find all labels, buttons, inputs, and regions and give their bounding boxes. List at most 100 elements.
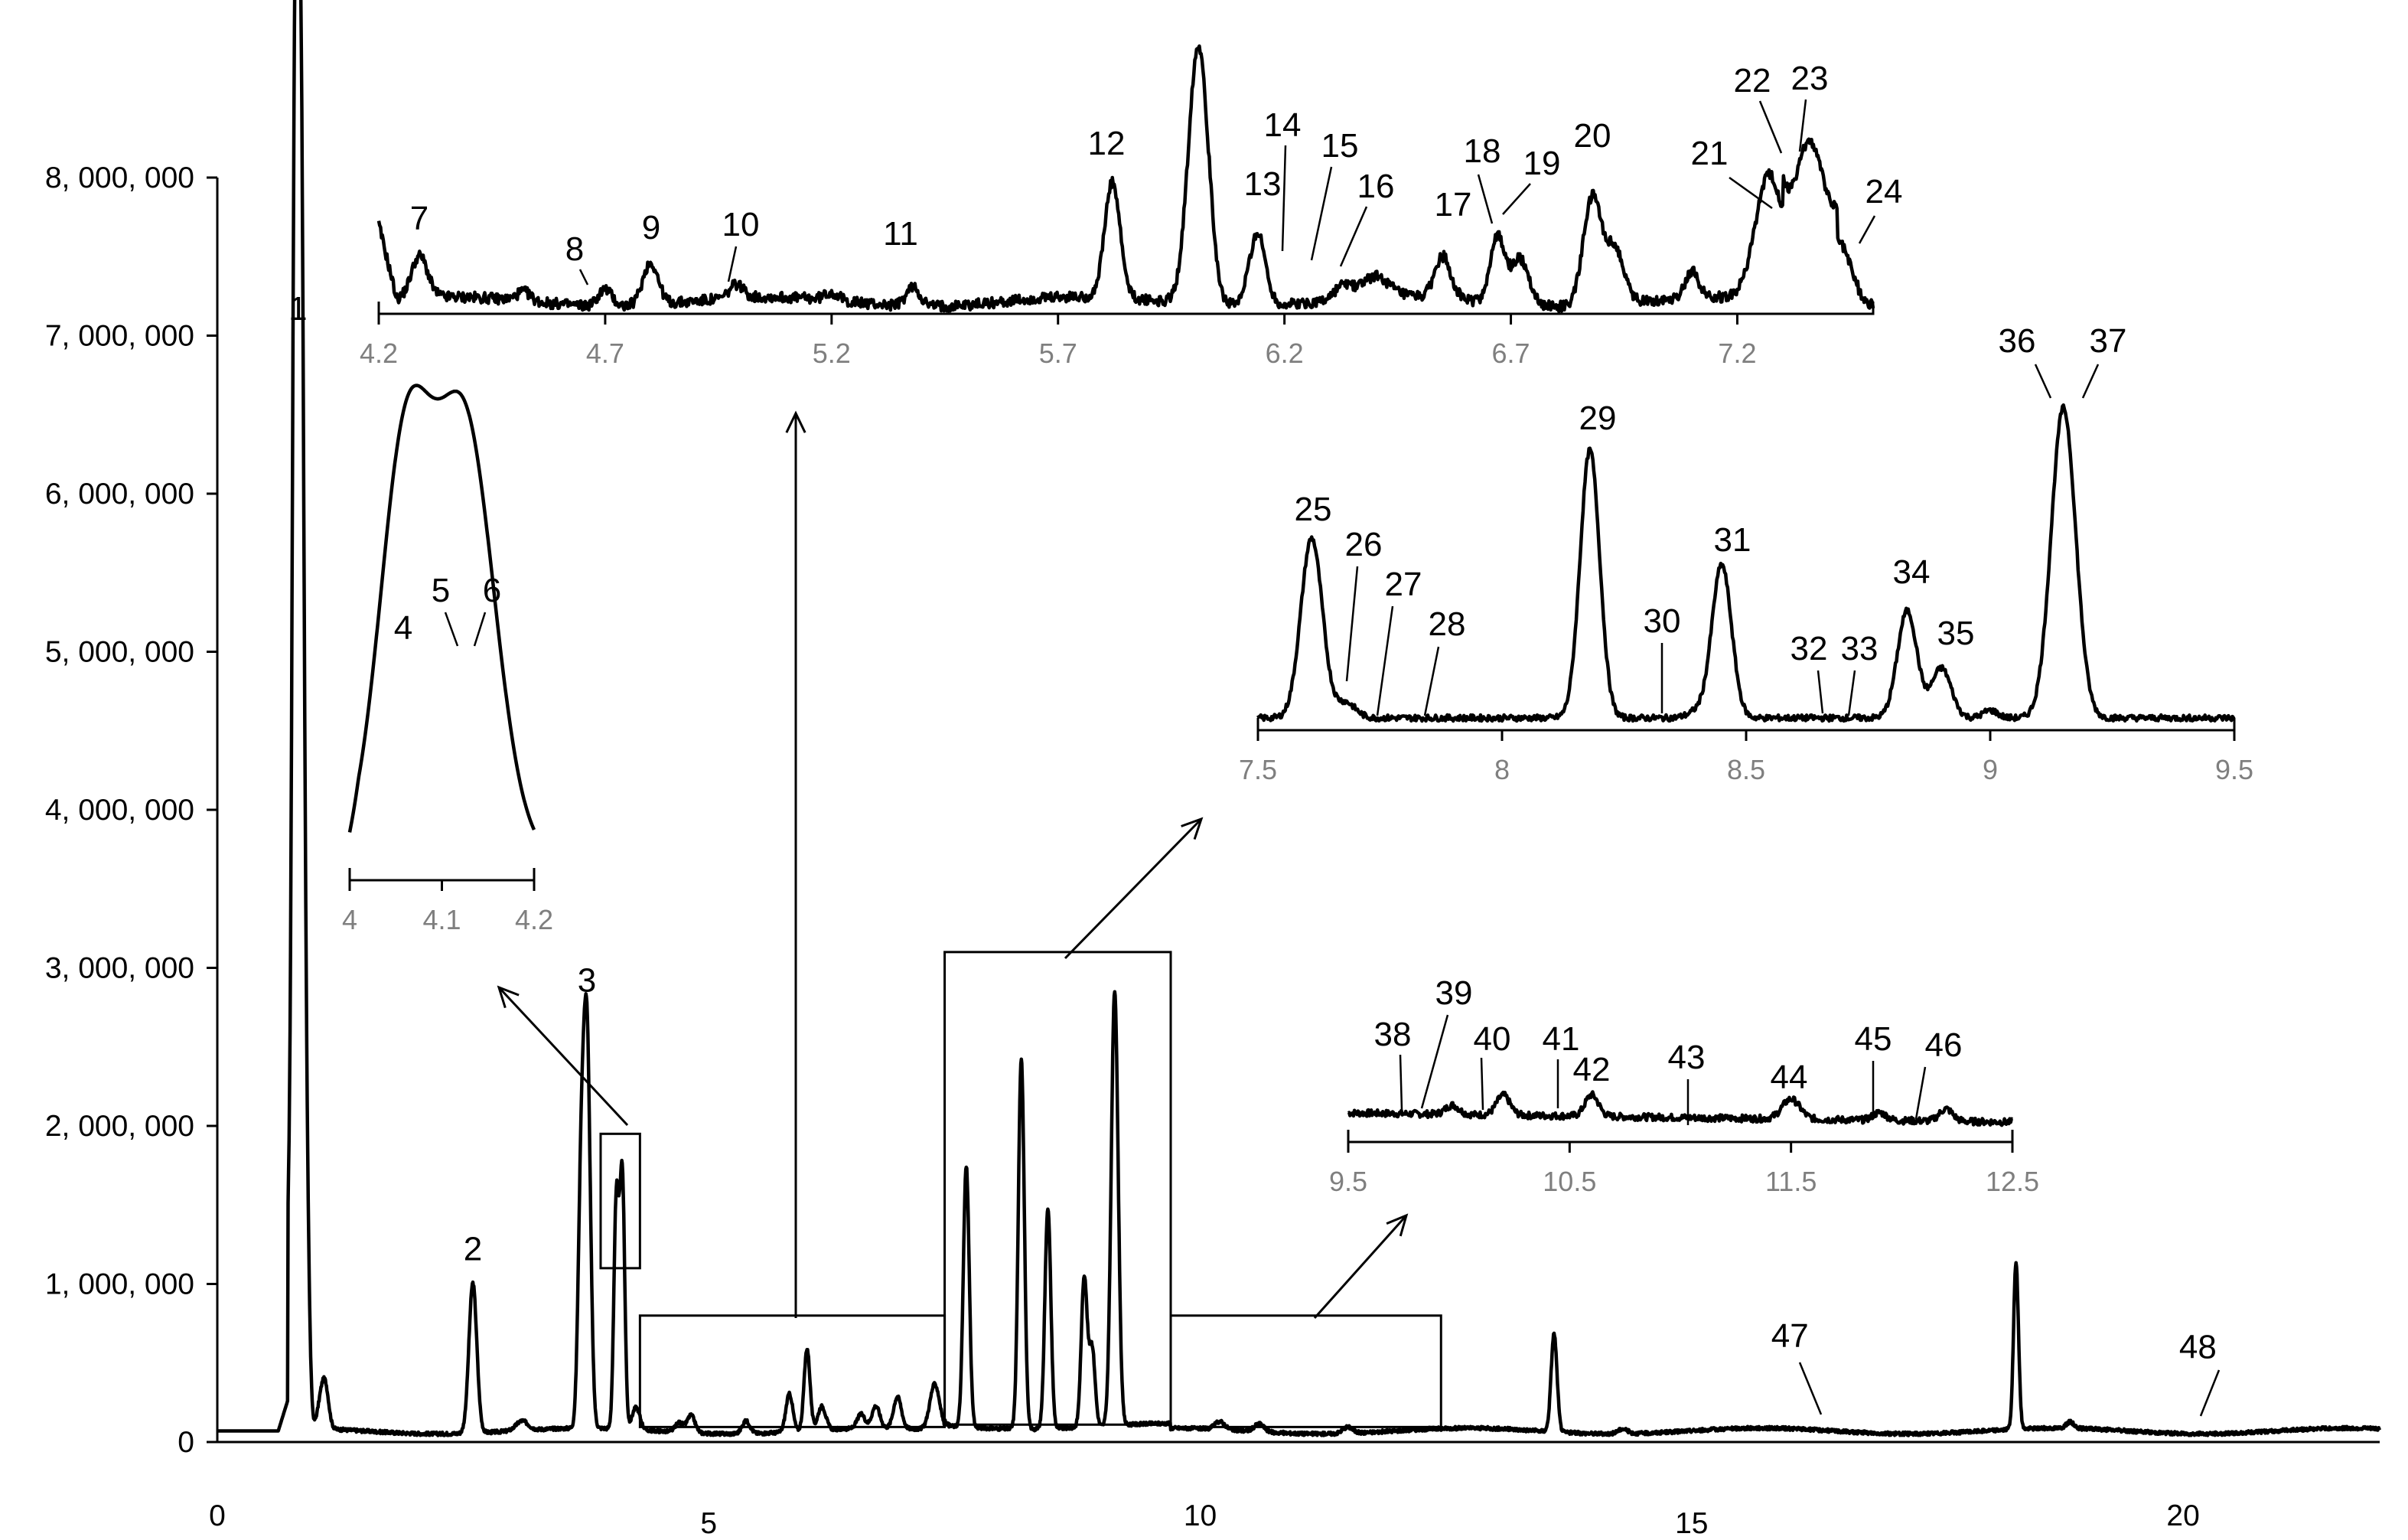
peak-leader [1339,206,1368,267]
inset-4.2-7.5-ticks: 4.2 4.7 5.2 5.7 6.2 6.7 7.2 [360,314,1756,369]
peak-5-leader [444,612,459,647]
peak-leader [1758,100,1783,154]
y-tick-label: 7, 000, 000 [45,320,194,353]
zoom-box [1169,1314,1442,1428]
peak-leader [1399,1054,1403,1111]
peak-label: 7 [410,200,428,237]
peak-leader [1345,566,1359,682]
inset-7.5-9.5-axis [1256,718,2236,732]
y-tick-label: 6, 000, 000 [45,478,194,511]
arrow-to-inset-4-4.2 [497,985,629,1127]
peak-label: 12 [1088,125,1126,162]
peak-leader [1502,183,1531,215]
inset-tick-label: 7.2 [1718,338,1756,369]
peak-label: 35 [1937,615,1975,652]
inset-tick-label: 9.5 [2215,754,2253,785]
inset-tick-label: 4.2 [515,904,553,935]
peak-label: 33 [1841,630,1879,667]
y-tick-label: 4, 000, 000 [45,794,194,827]
y-tick-label: 2, 000, 000 [45,1110,194,1143]
peak-label: 29 [1579,400,1617,437]
peak-label: 26 [1345,526,1383,563]
inset-tick-label: 4.2 [360,338,398,369]
peak-label: 16 [1357,168,1395,205]
arrow-to-inset-4.2-7.5 [785,410,806,1318]
peak-label: 22 [1734,62,1771,100]
inset-4-4.2-ticks: 4 4.1 4.2 [342,880,553,935]
zoom-box [599,1132,641,1270]
inset-tick-label: 10.5 [1543,1166,1596,1197]
peak-leader [2081,364,2100,399]
peak-label: 17 [1435,186,1472,223]
peak-label: 36 [1999,322,2036,360]
peak-label: 32 [1791,630,1828,667]
zoom-arrows [497,410,1409,1320]
peak-label: 4 [394,609,412,647]
peak-label: 21 [1691,135,1729,172]
inset-4-4.2: 4 4.1 4.2 45 6 [342,383,553,935]
inset-tick-label: 12.5 [1986,1166,2039,1197]
peak-label: 43 [1668,1039,1706,1076]
peak-leader [578,269,589,285]
peak-label: 11 [883,215,918,253]
inset-7.5-9.5-ticks: 7.5 8 8.5 9 9.5 [1239,730,2253,785]
inset-9.5-12.5-ticks: 9.5 10.5 11.5 12.5 [1329,1142,2039,1197]
inset-4.2-7.5-axis [377,302,1875,315]
x-tick-label: 5 [700,1507,717,1540]
peak-leader [1420,1014,1449,1109]
x-tick-label: 20 [2166,1499,2199,1532]
peak-leader [1423,646,1440,716]
peak-label: 3 [578,961,596,999]
x-tick-label: 15 [1675,1507,1708,1540]
inset-tick-label: 9.5 [1329,1166,1367,1197]
peak-label: 14 [1264,106,1302,144]
zoom-boxes [599,951,1442,1428]
inset-4-4.2-axis [348,868,536,882]
peak-leader [1817,670,1824,714]
peak-label: 34 [1893,553,1931,591]
main-x-ticks: 0 5 10 15 20 [209,1499,2200,1540]
peak-label: 46 [1925,1026,1963,1064]
peak-label: 47 [1771,1317,1809,1355]
peak-label: 41 [1543,1020,1580,1058]
peak-48-leader [2199,1369,2221,1417]
inset-tick-label: 4 [342,904,357,935]
y-tick-label: 3, 000, 000 [45,952,194,985]
peak-label: 15 [1321,127,1359,165]
peak-label: 20 [1574,117,1611,155]
peak-label: 1 [288,290,307,328]
x-tick-label: 0 [209,1499,226,1532]
y-tick-label: 5, 000, 000 [45,636,194,669]
peak-label: 27 [1385,566,1422,603]
main-trace [216,0,2382,1437]
peak-label: 25 [1295,491,1332,528]
inset-7.5-9.5-trace [1256,403,2236,723]
peak-6-leader [473,612,487,647]
peak-leader [1914,1066,1927,1120]
inset-4-4.2-trace [347,383,536,833]
peak-leader [1480,1057,1484,1111]
peak-label: 13 [1244,165,1282,203]
inset-tick-label: 6.2 [1266,338,1304,369]
peak-label: 44 [1771,1059,1808,1096]
y-tick-label: 0 [178,1426,194,1459]
peak-label: 45 [1855,1020,1892,1058]
peak-leader [2034,364,2052,399]
peak-leader [1858,215,1876,244]
arrow-to-inset-7.5-9.5 [1064,817,1204,960]
inset-tick-label: 9 [1983,754,1998,785]
peak-label: 24 [1865,173,1903,210]
peak-leader [1847,670,1856,716]
inset-tick-label: 5.2 [813,338,851,369]
y-tick-label: 8, 000, 000 [45,162,194,194]
peak-leader [1376,605,1394,716]
peak-leader [727,246,738,282]
x-tick-label: 10 [1184,1499,1217,1532]
peak-label: 31 [1714,521,1751,559]
